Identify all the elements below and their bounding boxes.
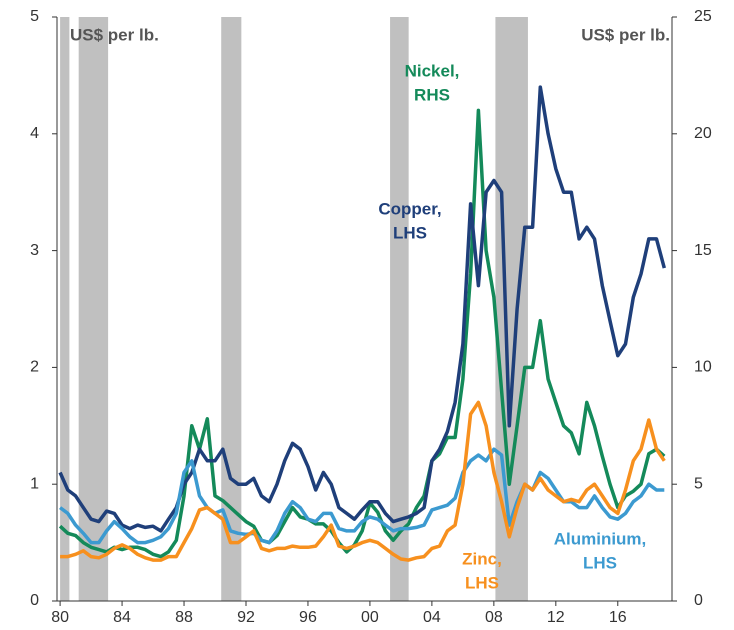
y-tick-label: 4 bbox=[30, 125, 39, 142]
x-tick-label: 84 bbox=[113, 609, 131, 626]
series-label: Nickel, bbox=[405, 61, 460, 80]
series-label: LHS bbox=[393, 223, 427, 242]
recession-band bbox=[390, 17, 409, 601]
y-tick-label: 0 bbox=[30, 592, 39, 609]
series-line bbox=[58, 85, 666, 533]
recession-band bbox=[221, 17, 242, 601]
series-label: LHS bbox=[583, 553, 617, 572]
series-label: Aluminium, bbox=[554, 529, 647, 548]
x-tick-label: 80 bbox=[51, 609, 69, 626]
x-tick-label: 04 bbox=[423, 609, 441, 626]
y-axis-label: US$ per lb. bbox=[70, 25, 159, 44]
series-line bbox=[58, 108, 666, 559]
series-label: LHS bbox=[465, 573, 499, 592]
y2-tick-label: 20 bbox=[694, 125, 712, 142]
y-tick-label: 5 bbox=[30, 8, 39, 25]
y2-tick-label: 25 bbox=[694, 8, 712, 25]
series-label: Copper, bbox=[378, 199, 441, 218]
y2-tick-label: 10 bbox=[694, 359, 712, 376]
background-layer bbox=[60, 17, 528, 601]
recession-band bbox=[60, 17, 70, 601]
y2-tick-label: 0 bbox=[694, 592, 703, 609]
series-label: Zinc, bbox=[462, 549, 502, 568]
x-tick-label: 96 bbox=[299, 609, 317, 626]
y2-axis-label: US$ per lb. bbox=[581, 25, 670, 44]
y-tick-label: 3 bbox=[30, 242, 39, 259]
x-tick-label: 08 bbox=[485, 609, 503, 626]
series-line bbox=[60, 400, 666, 562]
y2-tick-label: 5 bbox=[694, 475, 703, 492]
series-label: RHS bbox=[414, 85, 450, 104]
y-tick-label: 1 bbox=[30, 475, 39, 492]
recession-band bbox=[78, 17, 109, 601]
y2-tick-label: 15 bbox=[694, 242, 712, 259]
x-tick-label: 12 bbox=[547, 609, 565, 626]
x-tick-label: 16 bbox=[609, 609, 627, 626]
x-tick-label: 88 bbox=[175, 609, 193, 626]
x-tick-label: 00 bbox=[361, 609, 379, 626]
x-tick-label: 92 bbox=[237, 609, 255, 626]
y-tick-label: 2 bbox=[30, 359, 39, 376]
